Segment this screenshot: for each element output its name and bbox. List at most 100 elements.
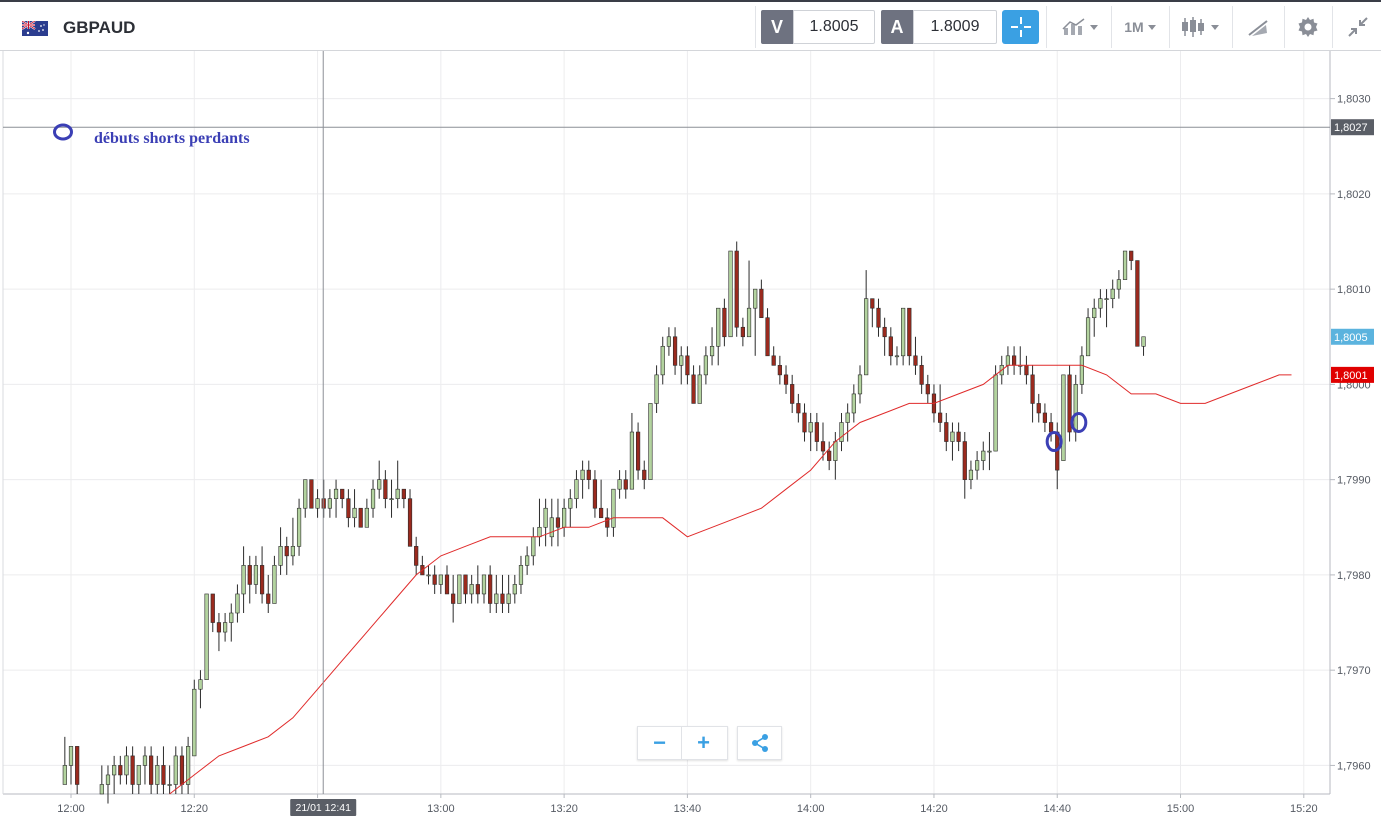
- candle-down: [759, 288, 764, 319]
- timeframe-selector[interactable]: 1M: [1116, 6, 1164, 48]
- sell-label[interactable]: V: [761, 10, 793, 44]
- annotation-label: débuts shorts perdants: [94, 130, 250, 147]
- instrument-symbol[interactable]: GBPAUD: [63, 18, 136, 37]
- candle-down: [500, 593, 505, 604]
- candle-up: [296, 507, 302, 547]
- x-tick-label: 15:20: [1290, 803, 1318, 815]
- candle-down: [907, 307, 912, 357]
- candle-down: [672, 336, 678, 366]
- candle-up: [549, 517, 554, 538]
- candle-up: [198, 679, 203, 690]
- crosshair-time-tag-bg: [290, 799, 357, 816]
- candle-up: [629, 431, 635, 490]
- candle-up: [167, 784, 172, 786]
- candle-down: [161, 765, 166, 785]
- candle-up: [666, 336, 672, 347]
- candle-up: [1061, 374, 1066, 461]
- candle-down: [888, 336, 893, 357]
- price-chart[interactable]: 1,80301,80201,80101,80001,79901,79801,79…: [0, 51, 1381, 824]
- candle-up: [679, 355, 684, 366]
- window-top-border: [0, 0, 1381, 2]
- y-tick-label: 1,7990: [1337, 475, 1371, 487]
- chart-toolbar: GBPAUD V 1.8005 A 1.8009 1M: [0, 2, 1381, 51]
- candle-up: [562, 507, 567, 528]
- candle-up: [901, 307, 906, 357]
- y-tick-label: 1,7970: [1337, 665, 1371, 677]
- candle-down: [130, 755, 135, 785]
- candle-down: [401, 488, 406, 500]
- indicators-button[interactable]: [1055, 6, 1105, 48]
- candle-up: [1092, 307, 1097, 319]
- candle-up: [512, 584, 517, 595]
- chevron-down-icon: [1147, 24, 1156, 30]
- candle-up: [894, 355, 900, 358]
- moving-average-line: [169, 364, 1292, 795]
- candle-up: [155, 765, 160, 785]
- candle-up: [839, 422, 844, 442]
- crosshair-price-tag: 1,8027: [1334, 122, 1368, 134]
- candle-down: [771, 355, 776, 366]
- crosshair-icon: [1010, 17, 1031, 37]
- candle-up: [327, 498, 332, 509]
- candle-up: [753, 288, 758, 309]
- y-tick-label: 1,8030: [1337, 94, 1371, 106]
- candle-down: [75, 746, 80, 785]
- candle-up: [352, 507, 357, 519]
- drawing-tools-button[interactable]: [1238, 6, 1278, 48]
- candle-down: [266, 593, 271, 604]
- candle-down: [358, 507, 363, 528]
- candle-up: [457, 574, 462, 604]
- collapse-button[interactable]: [1338, 6, 1378, 48]
- candle-down: [802, 412, 807, 433]
- candle-up: [857, 374, 863, 395]
- sell-price-button[interactable]: 1.8005: [793, 10, 875, 44]
- candle-up: [253, 565, 259, 585]
- x-tick-label: 12:20: [181, 803, 209, 815]
- x-tick-label: 14:40: [1043, 803, 1071, 815]
- candle-down: [1042, 412, 1048, 423]
- candle-up: [112, 765, 117, 776]
- crosshair-price-tag-bg: [1331, 119, 1374, 136]
- candle-up: [377, 479, 382, 490]
- candle-up: [1104, 298, 1109, 300]
- candle-up: [568, 498, 573, 509]
- candle-down: [340, 488, 345, 500]
- zoom-in-button[interactable]: +: [681, 727, 725, 759]
- candle-up: [660, 345, 665, 376]
- candle-down: [1024, 365, 1029, 376]
- candle-up: [278, 546, 283, 566]
- candle-down: [444, 574, 450, 595]
- candle-up: [1098, 298, 1103, 309]
- bid-price-tag-bg: [1331, 328, 1374, 345]
- toolbar-divider: [1232, 6, 1233, 48]
- candle-up: [241, 565, 246, 595]
- candle-down: [432, 574, 437, 585]
- candle-up: [851, 393, 856, 414]
- candle-down: [635, 431, 641, 471]
- settings-button[interactable]: [1290, 6, 1326, 48]
- buy-label[interactable]: A: [881, 10, 913, 44]
- collapse-icon: [1348, 17, 1368, 37]
- candle-down: [765, 317, 770, 357]
- candle-down: [777, 365, 782, 376]
- buy-price-button[interactable]: 1.8009: [913, 10, 997, 44]
- share-button[interactable]: [738, 727, 781, 759]
- candle-down: [913, 355, 918, 366]
- candle-up: [290, 546, 296, 557]
- candle-down: [623, 479, 628, 490]
- zoom-out-button[interactable]: −: [653, 730, 666, 755]
- x-tick-label: 13:00: [427, 803, 455, 815]
- candle-up: [808, 422, 813, 433]
- candle-down: [827, 450, 832, 461]
- candle-up: [950, 431, 955, 442]
- candle-up: [864, 298, 869, 376]
- candle-up: [1141, 336, 1146, 347]
- crosshair-button[interactable]: [1002, 10, 1039, 44]
- candle-down: [790, 384, 795, 404]
- candle-down: [414, 546, 419, 566]
- candle-up: [716, 307, 721, 347]
- chart-type-selector[interactable]: [1174, 6, 1226, 48]
- candle-down: [1011, 355, 1017, 366]
- candle-up: [426, 574, 431, 577]
- candle-up: [537, 526, 542, 538]
